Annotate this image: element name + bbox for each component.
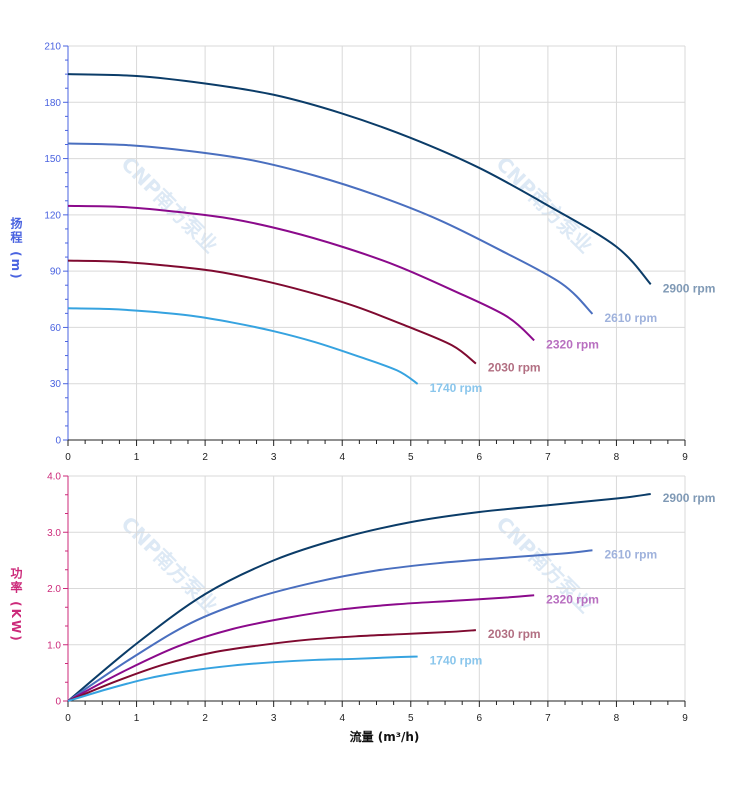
y-tick-label: 2.0 bbox=[47, 584, 61, 595]
series-line-1740-rpm bbox=[67, 655, 418, 702]
series-line-2610-rpm bbox=[67, 549, 593, 702]
series-label: 2320 rpm bbox=[546, 337, 599, 351]
x-tick-label: 3 bbox=[271, 452, 277, 463]
series-label: 2610 rpm bbox=[604, 547, 657, 561]
series-label: 2030 rpm bbox=[488, 361, 541, 375]
series-line-2900-rpm bbox=[67, 73, 652, 285]
series-line-2610-rpm bbox=[67, 142, 594, 315]
x-tick-label: 7 bbox=[545, 713, 551, 724]
series-label: 2320 rpm bbox=[546, 592, 599, 606]
x-tick-label: 3 bbox=[271, 713, 277, 724]
series-label: 2030 rpm bbox=[488, 627, 541, 641]
series-line-2320-rpm bbox=[67, 204, 535, 342]
y-tick-label: 0 bbox=[55, 697, 61, 708]
y-tick-label: 150 bbox=[44, 154, 61, 165]
x-tick-label: 6 bbox=[477, 713, 483, 724]
x-tick-label: 9 bbox=[682, 452, 688, 463]
y-tick-label: 1.0 bbox=[47, 640, 61, 651]
x-tick-label: 0 bbox=[65, 713, 71, 724]
y-tick-label: 30 bbox=[50, 379, 62, 390]
y-tick-label: 210 bbox=[44, 42, 61, 53]
series-line-2030-rpm bbox=[67, 259, 477, 365]
y-tick-label: 3.0 bbox=[47, 528, 61, 539]
y-tick-label: 90 bbox=[50, 267, 62, 278]
x-tick-label: 2 bbox=[202, 452, 208, 463]
series-label: 2610 rpm bbox=[604, 311, 657, 325]
x-tick-label: 1 bbox=[134, 713, 140, 724]
y-axis-title: 功率 (KW) bbox=[9, 566, 23, 643]
x-tick-label: 6 bbox=[477, 452, 483, 463]
y-axis-title: 扬程 (m) bbox=[9, 216, 23, 281]
x-tick-label: 4 bbox=[339, 713, 345, 724]
series-label: 1740 rpm bbox=[430, 654, 483, 668]
series-line-1740-rpm bbox=[67, 307, 419, 385]
x-tick-label: 8 bbox=[614, 452, 620, 463]
y-tick-label: 180 bbox=[44, 98, 61, 109]
series-line-2900-rpm bbox=[67, 493, 651, 702]
x-tick-label: 5 bbox=[408, 713, 414, 724]
y-tick-label: 4.0 bbox=[47, 472, 61, 483]
x-tick-label: 7 bbox=[545, 452, 551, 463]
series-line-2030-rpm bbox=[67, 629, 476, 702]
x-tick-label: 1 bbox=[134, 452, 140, 463]
watermark-logo: CNP南方泵业 bbox=[116, 512, 222, 618]
x-tick-label: 9 bbox=[682, 713, 688, 724]
series-line-2320-rpm bbox=[67, 594, 535, 702]
x-tick-label: 5 bbox=[408, 452, 414, 463]
series-label: 2900 rpm bbox=[663, 281, 716, 295]
x-tick-label: 0 bbox=[65, 452, 71, 463]
watermark-logo: CNP南方泵业 bbox=[116, 152, 222, 258]
y-tick-label: 60 bbox=[50, 323, 62, 334]
x-axis-title: 流量 (m³/h) bbox=[350, 729, 420, 744]
y-tick-label: 120 bbox=[44, 210, 61, 221]
x-tick-label: 4 bbox=[339, 452, 345, 463]
x-tick-label: 2 bbox=[202, 713, 208, 724]
series-label: 1740 rpm bbox=[430, 381, 483, 395]
y-tick-label: 0 bbox=[55, 436, 61, 447]
x-tick-label: 8 bbox=[614, 713, 620, 724]
series-label: 2900 rpm bbox=[663, 491, 716, 505]
